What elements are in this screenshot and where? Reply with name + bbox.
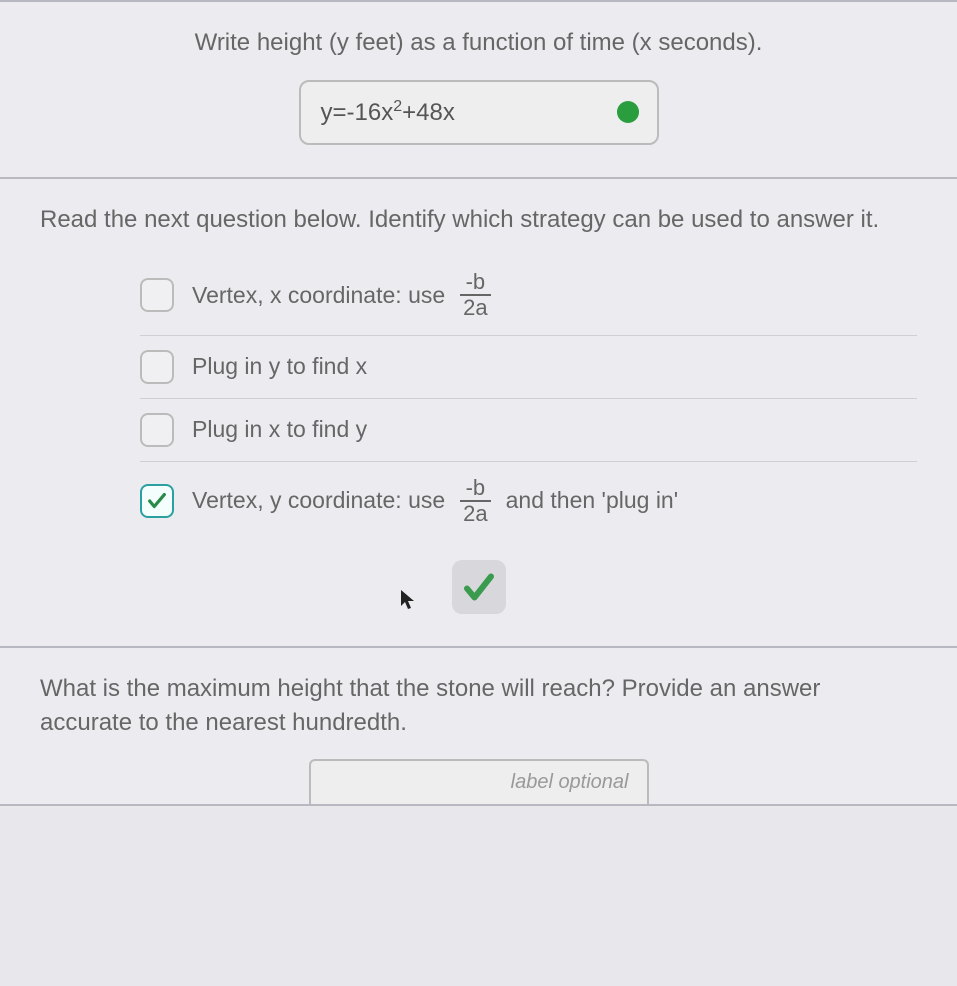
question-section-1: Write height (y feet) as a function of t…: [0, 0, 957, 179]
choice-option[interactable]: Plug in x to find y: [140, 399, 917, 462]
choice-label: Plug in x to find y: [192, 416, 367, 443]
question-section-2: Read the next question below. Identify w…: [0, 179, 957, 648]
answer-input[interactable]: label optional: [309, 759, 649, 804]
choice-option[interactable]: Vertex, y coordinate: use -b 2a and then…: [140, 462, 917, 540]
placeholder-text: label optional: [511, 771, 629, 793]
cursor-icon: [399, 588, 417, 618]
fraction: -b 2a: [457, 270, 493, 320]
choice-label: Vertex, x coordinate: use -b 2a: [192, 270, 506, 320]
choice-label: Vertex, y coordinate: use -b 2a and then…: [192, 476, 678, 526]
prompt-text: Write height (y feet) as a function of t…: [40, 26, 917, 60]
checkbox-icon[interactable]: [140, 484, 174, 518]
feedback-correct-icon: [452, 560, 506, 614]
choice-option[interactable]: Plug in y to find x: [140, 336, 917, 399]
prompt-text: What is the maximum height that the ston…: [40, 672, 917, 739]
correct-indicator-dot: [617, 101, 639, 123]
checkbox-icon[interactable]: [140, 413, 174, 447]
equation-answer-box[interactable]: y=-16x2+48x: [299, 80, 659, 145]
choice-list: Vertex, x coordinate: use -b 2a Plug in …: [140, 256, 917, 540]
feedback-area: [40, 560, 917, 614]
prompt-text: Read the next question below. Identify w…: [40, 203, 917, 237]
choice-option[interactable]: Vertex, x coordinate: use -b 2a: [140, 256, 917, 335]
fraction: -b 2a: [457, 476, 493, 526]
answer-suffix: +48x: [402, 99, 455, 126]
choice-label: Plug in y to find x: [192, 353, 367, 380]
answer-prefix: y=-16x: [321, 99, 394, 126]
answer-exponent: 2: [393, 98, 402, 115]
checkbox-icon[interactable]: [140, 350, 174, 384]
question-section-3: What is the maximum height that the ston…: [0, 648, 957, 806]
checkbox-icon[interactable]: [140, 278, 174, 312]
